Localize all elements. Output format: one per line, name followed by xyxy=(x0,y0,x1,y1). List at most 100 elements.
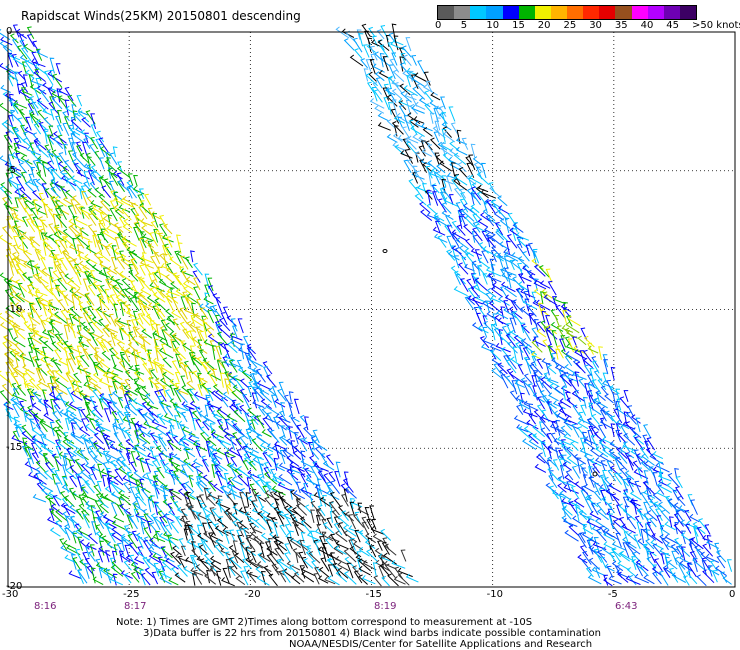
wind-barb xyxy=(76,329,92,342)
wind-barb xyxy=(252,399,265,408)
wind-barb xyxy=(384,563,396,579)
legend-swatch xyxy=(663,6,680,19)
wind-barb xyxy=(203,414,216,424)
wind-barb xyxy=(177,563,188,577)
wind-barb xyxy=(447,172,459,180)
wind-barb xyxy=(670,544,680,555)
wind-barb xyxy=(78,260,90,271)
wind-barb xyxy=(493,363,502,374)
wind-barb xyxy=(87,450,98,464)
legend-swatch xyxy=(679,6,696,19)
wind-barb xyxy=(79,426,91,437)
wind-barb xyxy=(207,277,214,292)
wind-barb xyxy=(176,250,190,262)
wind-barb xyxy=(429,137,441,150)
wind-barb xyxy=(172,403,181,418)
wind-barb xyxy=(20,237,26,254)
wind-barb xyxy=(565,343,581,353)
wind-barb xyxy=(161,329,169,346)
wind-barb xyxy=(482,337,496,346)
wind-barb xyxy=(546,459,552,471)
wind-barb xyxy=(586,518,602,530)
wind-barb xyxy=(72,417,82,431)
wind-barb xyxy=(75,288,89,299)
wind-barb xyxy=(147,546,162,557)
wind-barb xyxy=(47,330,55,345)
wind-barb xyxy=(71,152,85,167)
wind-barb xyxy=(172,435,181,446)
wind-barb xyxy=(186,538,200,549)
wind-barb xyxy=(664,556,670,569)
wind-barb xyxy=(640,491,650,506)
wind-barb xyxy=(163,494,168,506)
wind-barb xyxy=(199,558,210,570)
wind-barb xyxy=(563,419,579,430)
wind-barb xyxy=(102,450,110,464)
wind-barb xyxy=(137,426,151,438)
wind-barb xyxy=(327,558,336,569)
wind-barb xyxy=(203,553,214,565)
wind-barb xyxy=(50,178,61,192)
wind-barb xyxy=(99,396,110,408)
wind-barb xyxy=(105,278,112,290)
wind-barb xyxy=(490,250,497,263)
wind-barb xyxy=(609,440,621,450)
wind-barb xyxy=(140,487,152,502)
wind-barb xyxy=(365,59,372,72)
wind-barb xyxy=(184,256,193,269)
wind-barb xyxy=(230,336,244,346)
wind-barb xyxy=(313,462,329,472)
wind-barb xyxy=(560,335,567,348)
wind-barb xyxy=(138,432,151,445)
wind-barb xyxy=(536,358,544,369)
wind-barb xyxy=(546,324,558,335)
wind-barb xyxy=(461,208,475,222)
wind-barb xyxy=(353,570,363,584)
wind-barb xyxy=(25,116,32,131)
wind-barb xyxy=(77,205,90,220)
wind-barb xyxy=(397,572,410,586)
wind-barb xyxy=(519,273,532,282)
wind-barb xyxy=(46,369,60,384)
wind-barb xyxy=(492,282,504,292)
wind-barb xyxy=(491,357,504,368)
wind-barb xyxy=(400,549,407,562)
legend-swatch xyxy=(502,6,519,19)
wind-barb xyxy=(200,539,207,551)
wind-barb xyxy=(432,191,439,206)
wind-barb xyxy=(13,220,20,236)
wind-barb xyxy=(232,384,244,395)
wind-barb xyxy=(485,214,495,227)
wind-barb xyxy=(102,462,111,474)
wind-barb xyxy=(260,398,272,410)
wind-barb xyxy=(12,256,27,268)
wind-barb xyxy=(116,299,126,313)
wind-barb xyxy=(56,425,67,438)
wind-barb xyxy=(598,439,613,452)
wind-barb xyxy=(471,263,477,275)
wind-barb xyxy=(580,327,588,341)
wind-barb xyxy=(166,288,180,297)
wind-barb xyxy=(280,425,286,439)
wind-barb xyxy=(70,116,76,130)
wind-barb xyxy=(219,485,230,495)
wind-barb xyxy=(316,507,327,522)
wind-barb xyxy=(28,74,34,89)
wind-barb xyxy=(64,523,75,535)
wind-barb xyxy=(88,473,96,485)
wind-barb xyxy=(110,172,119,186)
wind-barb xyxy=(193,286,201,300)
wind-barb xyxy=(563,433,579,444)
wind-barb xyxy=(369,98,385,109)
wind-barb xyxy=(163,243,172,256)
wind-barb xyxy=(3,401,14,411)
wind-barb xyxy=(24,181,35,193)
wind-barb xyxy=(242,394,251,410)
wind-barb xyxy=(327,564,334,577)
wind-barb xyxy=(51,149,63,164)
wind-barb xyxy=(55,482,61,495)
wind-barb xyxy=(133,380,147,389)
wind-barb xyxy=(434,220,441,234)
wind-barb xyxy=(56,263,68,278)
wind-barb xyxy=(465,174,476,185)
